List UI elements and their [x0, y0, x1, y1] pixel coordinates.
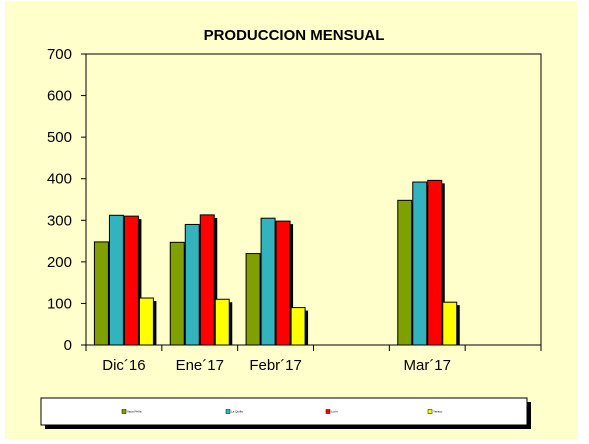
bar [93, 241, 109, 346]
y-tick-label: 400 [47, 171, 72, 188]
bar [442, 301, 458, 346]
plot-background [85, 53, 542, 346]
legend-swatch [121, 409, 127, 414]
bar [290, 307, 306, 346]
legend-label: Lurin [331, 410, 338, 414]
legend-swatch [427, 409, 433, 414]
x-category-label: Dic´16 [102, 357, 145, 374]
legend-swatch [225, 409, 231, 414]
chart-title: PRODUCCION MENSUAL [204, 27, 385, 44]
plot-area: 0 100 200 300 400 500 600 700 Dic´16 Ene´17 Febr´1… [47, 46, 542, 374]
y-tick-label: 0 [64, 337, 72, 354]
y-tick-label: 100 [47, 295, 72, 312]
legend-label: Yaracu [433, 410, 443, 414]
bar [260, 217, 276, 346]
bar [123, 215, 139, 346]
legend-box [40, 397, 528, 426]
legend: Vaca Peña La Quilla Lurin Yaracu [40, 397, 531, 429]
x-category-label: Ene´17 [176, 357, 224, 374]
y-tick-label: 200 [47, 254, 72, 271]
bar [275, 220, 291, 346]
bar [245, 253, 261, 346]
x-category-label: Mar´17 [403, 357, 451, 374]
bar [427, 179, 443, 346]
bar [199, 214, 215, 346]
bar [138, 297, 154, 346]
legend-label: Vaca Peña [127, 410, 142, 414]
bar [397, 199, 413, 346]
y-tick-label: 500 [47, 129, 72, 146]
bar [214, 298, 230, 346]
bar [184, 223, 200, 346]
y-tick-label: 600 [47, 88, 72, 105]
y-tick-label: 700 [47, 46, 72, 63]
bar [412, 181, 428, 346]
legend-swatch [325, 409, 331, 414]
bar [169, 241, 185, 346]
legend-label: La Quilla [231, 410, 243, 414]
y-tick-label: 300 [47, 212, 72, 229]
x-category-label: Febr´17 [249, 357, 302, 374]
bar [108, 214, 124, 346]
